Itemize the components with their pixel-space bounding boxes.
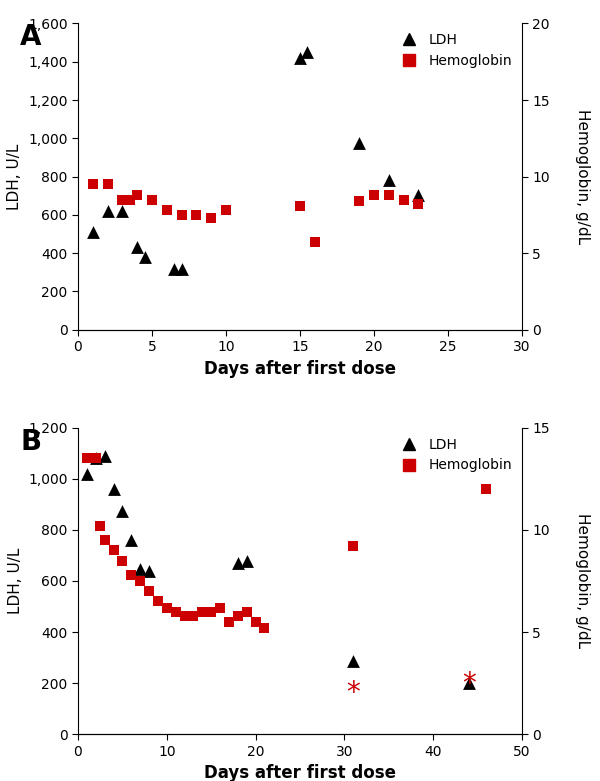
Point bbox=[88, 226, 98, 238]
Y-axis label: Hemoglobin, g/dL: Hemoglobin, g/dL bbox=[575, 513, 590, 648]
Point bbox=[144, 585, 154, 597]
Point bbox=[118, 194, 127, 206]
Point bbox=[310, 236, 320, 248]
Point bbox=[295, 52, 305, 64]
Point bbox=[482, 483, 491, 495]
Point bbox=[355, 194, 364, 207]
Point bbox=[369, 189, 379, 201]
Point bbox=[127, 534, 136, 547]
Point bbox=[180, 609, 190, 622]
Point bbox=[188, 609, 198, 622]
X-axis label: Days after first dose: Days after first dose bbox=[204, 360, 396, 378]
X-axis label: Days after first dose: Days after first dose bbox=[204, 764, 396, 781]
Point bbox=[384, 189, 394, 201]
Point bbox=[295, 199, 305, 212]
Point bbox=[242, 605, 251, 618]
Point bbox=[91, 452, 101, 465]
Legend: LDH, Hemoglobin: LDH, Hemoglobin bbox=[390, 432, 518, 478]
Point bbox=[144, 565, 154, 577]
Point bbox=[221, 204, 231, 216]
Y-axis label: LDH, U/L: LDH, U/L bbox=[8, 547, 23, 614]
Point bbox=[136, 563, 145, 576]
Point bbox=[171, 605, 181, 618]
Point bbox=[118, 555, 127, 567]
Point bbox=[162, 601, 172, 614]
Point bbox=[224, 615, 234, 628]
Point bbox=[136, 575, 145, 587]
Point bbox=[242, 555, 251, 567]
Point bbox=[103, 178, 112, 191]
Point bbox=[177, 263, 187, 276]
Point bbox=[147, 194, 157, 206]
Point bbox=[197, 605, 207, 618]
Point bbox=[103, 205, 112, 217]
Point bbox=[91, 452, 101, 465]
Point bbox=[140, 251, 149, 263]
Point bbox=[413, 198, 423, 210]
Point bbox=[206, 212, 216, 224]
Text: *: * bbox=[346, 679, 360, 708]
Point bbox=[100, 534, 109, 547]
Point bbox=[95, 519, 105, 532]
Point bbox=[153, 595, 163, 608]
Point bbox=[384, 174, 394, 187]
Point bbox=[233, 557, 242, 569]
Point bbox=[355, 137, 364, 149]
Point bbox=[349, 655, 358, 668]
Point bbox=[82, 452, 92, 465]
Text: A: A bbox=[20, 23, 42, 52]
Point bbox=[127, 569, 136, 581]
Point bbox=[413, 188, 423, 201]
Point bbox=[133, 189, 142, 201]
Point bbox=[88, 178, 98, 191]
Point bbox=[125, 194, 134, 206]
Point bbox=[233, 609, 242, 622]
Point bbox=[82, 468, 92, 480]
Text: *: * bbox=[462, 670, 476, 698]
Point bbox=[302, 46, 312, 59]
Point bbox=[349, 540, 358, 552]
Y-axis label: Hemoglobin, g/dL: Hemoglobin, g/dL bbox=[575, 109, 590, 244]
Point bbox=[251, 615, 260, 628]
Point bbox=[399, 194, 409, 206]
Point bbox=[169, 262, 179, 275]
Point bbox=[162, 204, 172, 216]
Point bbox=[133, 241, 142, 254]
Point bbox=[206, 605, 216, 618]
Point bbox=[464, 677, 473, 690]
Point bbox=[191, 209, 201, 221]
Point bbox=[118, 505, 127, 517]
Point bbox=[109, 544, 118, 557]
Point bbox=[100, 450, 109, 462]
Point bbox=[118, 205, 127, 217]
Point bbox=[109, 483, 118, 495]
Point bbox=[215, 601, 225, 614]
Y-axis label: LDH, U/L: LDH, U/L bbox=[7, 144, 22, 210]
Legend: LDH, Hemoglobin: LDH, Hemoglobin bbox=[390, 27, 518, 73]
Point bbox=[177, 209, 187, 221]
Text: B: B bbox=[20, 428, 41, 456]
Point bbox=[260, 622, 269, 634]
